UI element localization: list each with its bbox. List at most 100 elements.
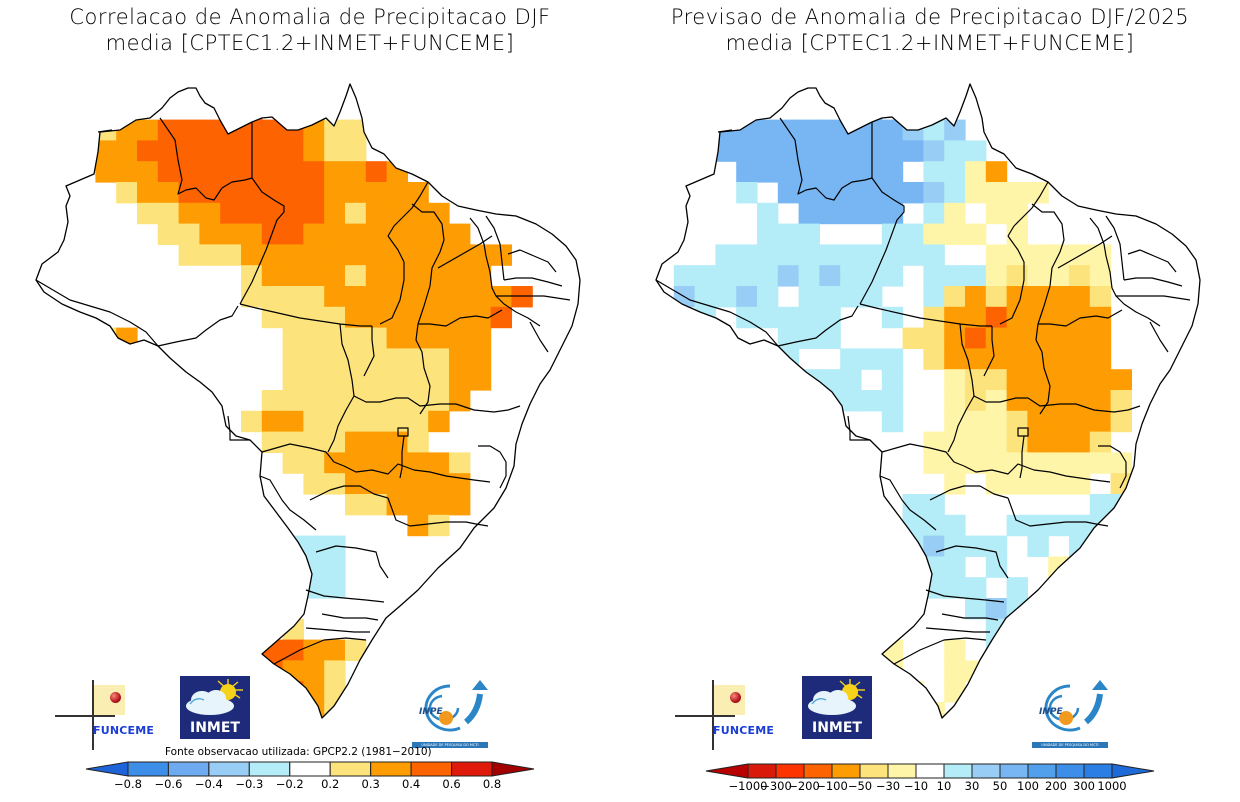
grid-cell	[861, 348, 883, 370]
grid-cell	[1089, 244, 1112, 266]
grid-cell	[1048, 327, 1070, 349]
grid-cell	[1027, 473, 1049, 495]
grid-cell	[386, 306, 408, 329]
correlation-title-line1: Correlacao de Anomalia de Precipitacao D…	[69, 5, 551, 29]
grid-cell	[345, 202, 367, 225]
state-border	[925, 589, 1005, 603]
colorbar-bin	[208, 761, 250, 777]
colorbar-bin	[1055, 763, 1085, 779]
grid-cell	[1048, 265, 1070, 287]
grid-cell	[386, 369, 408, 391]
grid-cell	[303, 369, 325, 391]
colorbar-tick-label: −10	[903, 779, 929, 793]
grid-cell	[324, 473, 346, 495]
state-border	[399, 435, 405, 479]
grid-cell	[944, 119, 966, 141]
grid-cell	[282, 348, 304, 370]
grid-cell	[345, 452, 367, 474]
grid-cell	[1006, 286, 1028, 308]
grid-cell	[861, 202, 883, 225]
grid-cell	[881, 348, 904, 370]
colorbar-tick-label: −1000	[728, 779, 768, 793]
grid-cell	[777, 327, 800, 349]
grid-cell	[220, 202, 242, 225]
colorbar-bin	[329, 761, 372, 777]
grid-cell	[1048, 369, 1070, 391]
grid-cell	[386, 452, 408, 474]
colorbar-tick-label: −300	[760, 779, 792, 793]
grid-cell	[923, 535, 945, 557]
grid-cell	[303, 265, 325, 287]
grid-cell	[365, 182, 388, 204]
grid-cell	[282, 140, 304, 162]
grid-cell	[386, 410, 408, 433]
state-border	[485, 215, 505, 281]
grid-cell	[715, 140, 737, 162]
grid-cell	[881, 306, 904, 329]
grid-cell	[261, 286, 284, 308]
state-border	[411, 203, 445, 325]
country-border	[655, 83, 1201, 719]
grid-cell	[324, 202, 346, 225]
state-border	[35, 279, 159, 347]
state-border	[309, 485, 389, 501]
grid-cell	[303, 639, 325, 661]
grid-cell	[757, 306, 779, 329]
state-border	[947, 395, 975, 453]
colorbar-tick-label: 0.2	[321, 777, 340, 791]
grid-cell	[965, 390, 987, 412]
grid-cell	[1069, 390, 1091, 412]
colorbar-tick-label: 0.4	[401, 777, 421, 791]
funceme-logo-text: FUNCEME	[713, 724, 775, 737]
grid-cell	[137, 161, 159, 183]
colorbar-tick-label: 0.3	[361, 777, 380, 791]
state-border	[935, 545, 1009, 579]
grid-cell	[798, 244, 820, 266]
state-border	[963, 463, 1111, 483]
state-border	[959, 323, 975, 397]
grid-cell	[840, 369, 862, 391]
grid-cell	[199, 202, 221, 225]
state-border	[273, 637, 367, 665]
grid-cell	[923, 244, 945, 266]
grid-cell	[449, 390, 471, 412]
grid-cell	[345, 140, 367, 162]
grid-cell	[985, 327, 1008, 349]
funceme-logo: FUNCEME	[55, 680, 155, 750]
grid-cell	[881, 369, 904, 391]
grid-cell	[469, 265, 492, 287]
colorbar-bin	[859, 763, 889, 779]
state-border	[1017, 427, 1029, 437]
grid-cell	[324, 577, 346, 599]
state-border	[1038, 309, 1123, 327]
grid-cell	[985, 598, 1008, 620]
grid-cell	[985, 286, 1008, 308]
grid-cell	[736, 182, 758, 204]
state-border	[1116, 295, 1191, 301]
grid-cell	[840, 202, 862, 225]
grid-cell	[965, 265, 987, 287]
grid-cell	[282, 327, 304, 349]
state-border	[343, 463, 491, 483]
grid-cell	[840, 348, 862, 370]
grid-cell	[944, 327, 966, 349]
grid-cell	[944, 223, 966, 245]
state-border	[929, 485, 1009, 501]
grid-cell	[1089, 410, 1112, 433]
grid-cell	[944, 577, 966, 599]
state-border	[859, 122, 905, 305]
colorbar-bin	[999, 763, 1029, 779]
grid-cell	[428, 327, 450, 349]
grid-cell	[736, 161, 758, 183]
grid-cell	[798, 202, 820, 225]
grid-cell	[923, 265, 945, 287]
grid-cell	[428, 452, 450, 474]
grid-cell	[1089, 390, 1112, 412]
grid-cell	[365, 410, 388, 433]
inpe-logo: INPE UNIDADE DE PESQUISA DO MCTI	[410, 678, 490, 748]
grid-cell	[469, 244, 492, 266]
grid-cell	[757, 223, 779, 245]
grid-cell	[428, 306, 450, 329]
inpe-swirl-icon: INPE	[1039, 680, 1108, 732]
grid-cell	[985, 431, 1008, 453]
